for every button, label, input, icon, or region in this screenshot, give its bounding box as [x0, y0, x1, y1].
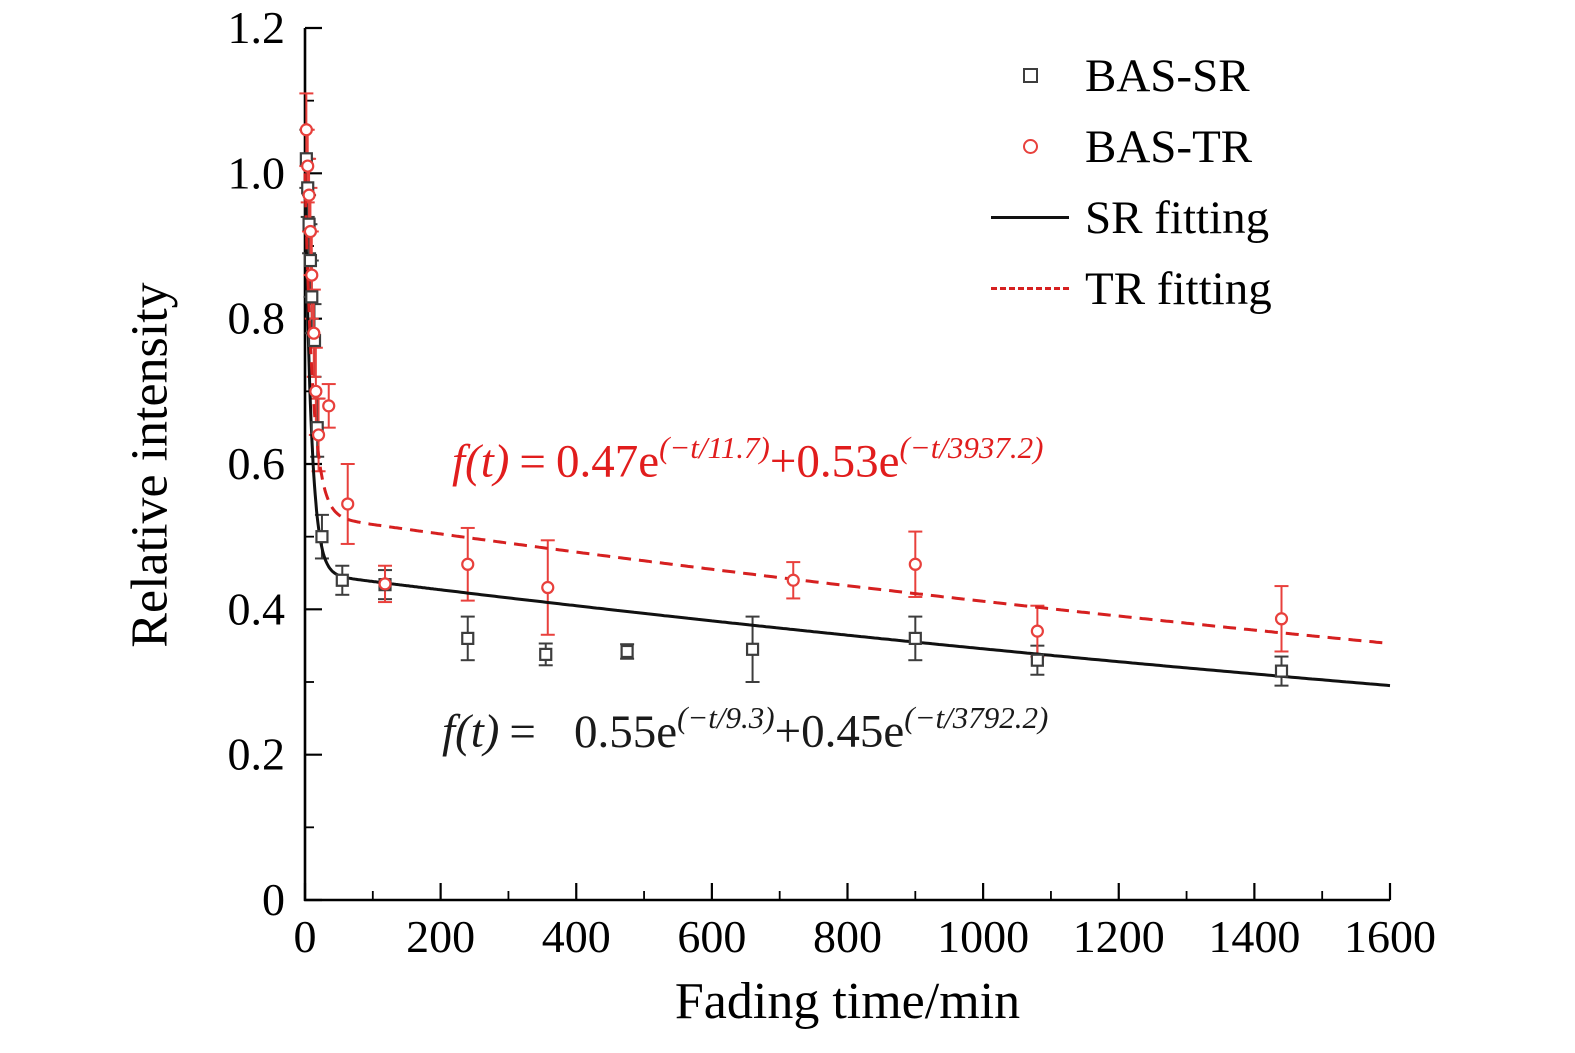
sr-eq-exp1: (−t/9.3): [677, 700, 775, 735]
tr-eq-exp2: (−t/3937.2): [899, 430, 1044, 465]
svg-text:1600: 1600: [1344, 911, 1436, 962]
svg-text:1400: 1400: [1208, 911, 1300, 962]
tr-fit-equation: f(t) = 0.47e(−t/11.7)+0.53e(−t/3937.2): [452, 430, 1044, 489]
svg-text:0.8: 0.8: [228, 293, 286, 344]
svg-text:1000: 1000: [937, 911, 1029, 962]
svg-text:0.2: 0.2: [228, 729, 286, 780]
tr-eq-ft: f(t): [452, 435, 510, 488]
svg-text:0.6: 0.6: [228, 438, 286, 489]
sr-eq-ft: f(t): [442, 705, 500, 758]
legend-item-tr-fitting: TR fitting: [975, 253, 1272, 324]
sr-eq-equals: =: [509, 705, 536, 758]
legend-label-bas-tr: BAS-TR: [1085, 120, 1253, 173]
svg-text:200: 200: [406, 911, 475, 962]
svg-text:600: 600: [677, 911, 746, 962]
legend-marker-square: [1022, 68, 1038, 83]
legend-item-sr-fitting: SR fitting: [975, 182, 1272, 253]
sr-fit-equation: f(t) = 0.55e(−t/9.3)+0.45e(−t/3792.2): [442, 700, 1049, 759]
legend-item-bas-sr: BAS-SR: [975, 40, 1272, 111]
svg-text:1200: 1200: [1073, 911, 1165, 962]
tr-eq-plus: +: [769, 435, 797, 488]
legend-item-bas-tr: BAS-TR: [975, 111, 1272, 182]
legend-label-sr-fitting: SR fitting: [1085, 191, 1270, 244]
svg-text:0: 0: [262, 874, 285, 925]
legend-label-tr-fitting: TR fitting: [1085, 262, 1272, 315]
svg-text:0.4: 0.4: [228, 583, 286, 634]
sr-eq-term2: 0.45e: [801, 705, 905, 758]
tr-eq-equals: =: [519, 435, 546, 488]
svg-text:1.0: 1.0: [228, 147, 286, 198]
sr-eq-plus: +: [774, 705, 802, 758]
svg-text:0: 0: [294, 911, 317, 962]
legend-marker-circle: [1022, 139, 1038, 154]
tr-eq-term1: 0.47e: [555, 435, 660, 488]
sr-eq-term1: 0.55e: [573, 705, 678, 758]
y-axis-label: Relative intensity: [121, 282, 179, 648]
x-axis-label: Fading time/min: [674, 973, 1021, 1030]
svg-text:1.2: 1.2: [228, 2, 286, 53]
legend-label-bas-sr: BAS-SR: [1085, 49, 1250, 102]
legend-line-dashed: [991, 287, 1069, 290]
sr-eq-exp2: (−t/3792.2): [904, 700, 1049, 735]
tr-eq-term2: 0.53e: [796, 435, 900, 488]
legend-line-solid: [991, 216, 1069, 219]
tr-eq-exp1: (−t/11.7): [659, 430, 770, 465]
svg-text:400: 400: [542, 911, 611, 962]
legend: BAS-SR BAS-TR SR fitting TR fitting: [975, 40, 1272, 324]
svg-text:800: 800: [813, 911, 882, 962]
